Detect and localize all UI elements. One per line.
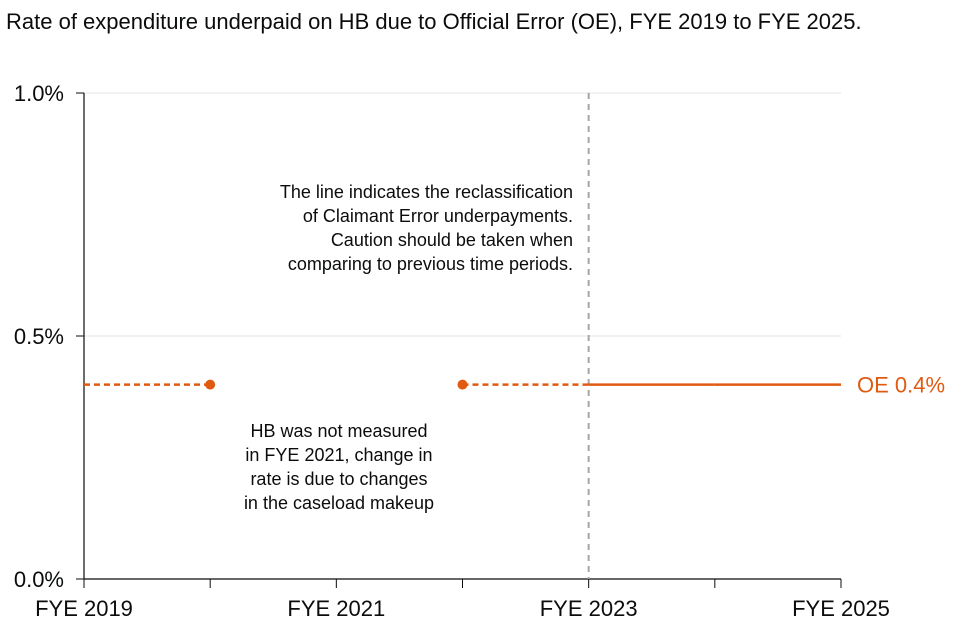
chart-title: Rate of expenditure underpaid on HB due … [6,9,862,34]
series-end-label: OE 0.4% [857,373,945,398]
annotation-reclass-line: Caution should be taken when [331,230,573,250]
x-tick-label: FYE 2025 [792,596,890,621]
series-marker [457,379,468,390]
annotation-not-measured-line: HB was not measured [250,421,427,441]
x-tick-label: FYE 2021 [287,596,385,621]
y-tick-label: 0.0% [14,567,64,592]
x-tick-label: FYE 2019 [35,596,133,621]
annotation-reclass-line: comparing to previous time periods. [288,254,573,274]
y-tick-label: 1.0% [14,81,64,106]
annotation-not-measured-line: rate is due to changes [250,469,427,489]
annotation-reclass-line: The line indicates the reclassification [280,182,573,202]
series-marker [205,379,216,390]
annotation-not-measured-line: in FYE 2021, change in [245,445,432,465]
y-tick-label: 0.5% [14,324,64,349]
x-tick-label: FYE 2023 [540,596,638,621]
annotation-not-measured-line: in the caseload makeup [244,493,434,513]
annotation-reclass-line: of Claimant Error underpayments. [303,206,573,226]
